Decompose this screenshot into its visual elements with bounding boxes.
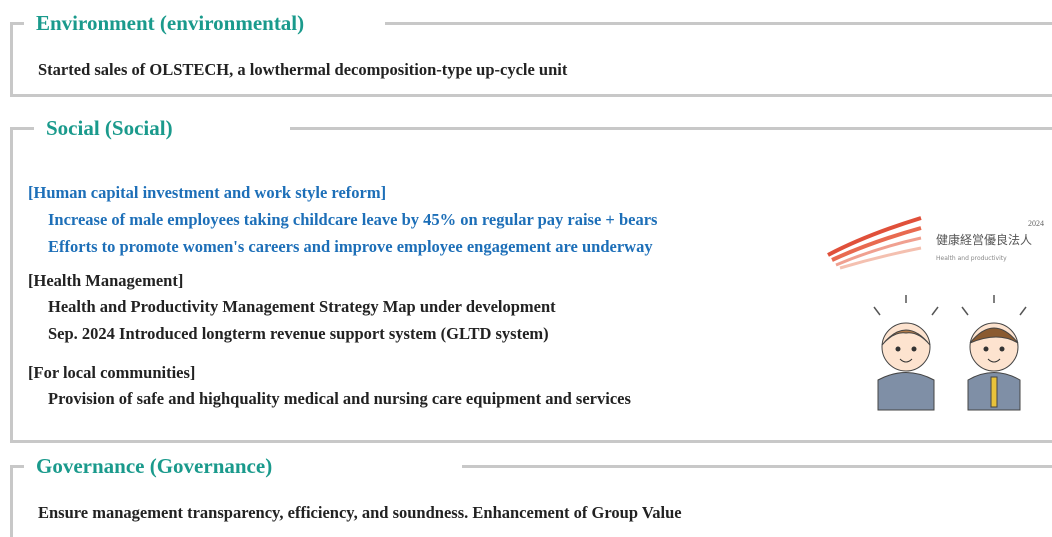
item: Ensure management transparency, efficien…	[38, 503, 682, 523]
section-title: Social (Social)	[34, 115, 185, 141]
group-heading: [Human capital investment and work style…	[28, 183, 386, 203]
rule	[10, 465, 24, 468]
rule	[10, 465, 13, 537]
certification-logo: 2024 健康経営優良法人 Health and productivity	[826, 210, 1052, 270]
item: Sep. 2024 Introduced longterm revenue su…	[48, 324, 549, 344]
group-heading: [Health Management]	[28, 271, 183, 291]
illustration	[858, 295, 1043, 415]
item: Efforts to promote women's careers and i…	[48, 237, 653, 257]
section-title: Environment (environmental)	[24, 10, 316, 36]
logo-subtitle: Health and productivity	[936, 255, 1007, 262]
logo-year: 2024	[1028, 219, 1044, 228]
rule	[462, 465, 1052, 468]
rule	[10, 127, 34, 130]
item: Started sales of OLSTECH, a lowthermal d…	[38, 60, 567, 80]
item: Provision of safe and highquality medica…	[48, 389, 631, 409]
rule	[290, 127, 1052, 130]
rule	[385, 22, 1052, 25]
logo-title: 健康経営優良法人	[936, 232, 1032, 247]
group-heading: [For local communities]	[28, 363, 195, 383]
page: Environment (environmental) Started sale…	[0, 0, 1052, 537]
rule	[10, 22, 24, 25]
item: Increase of male employees taking childc…	[48, 210, 657, 230]
section-title: Governance (Governance)	[24, 453, 284, 479]
item: Health and Productivity Management Strat…	[48, 297, 556, 317]
